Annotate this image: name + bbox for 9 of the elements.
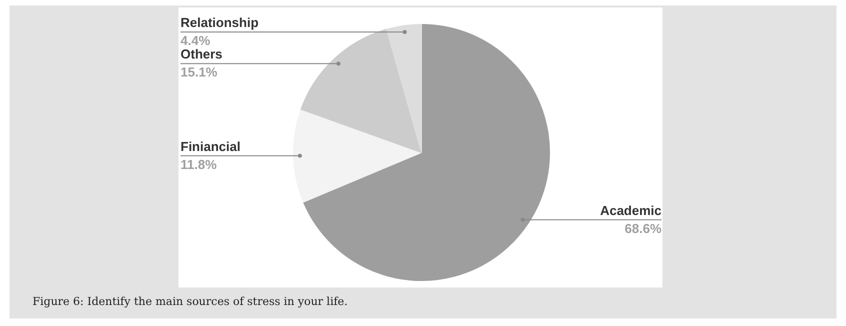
data-label: 68.6%: [624, 220, 662, 236]
slice-label: Academic: [600, 202, 662, 218]
slice-label: Relationship: [180, 15, 259, 30]
data-label: 11.8%: [180, 156, 218, 172]
data-label: 4.4%: [180, 33, 211, 48]
slice-label: Others: [180, 46, 222, 62]
caption: Figure 6: Identify the main sources of stress in your life.: [32, 295, 348, 308]
slice-label: Finiancial: [180, 138, 240, 154]
data-label: 15.1%: [180, 64, 218, 80]
